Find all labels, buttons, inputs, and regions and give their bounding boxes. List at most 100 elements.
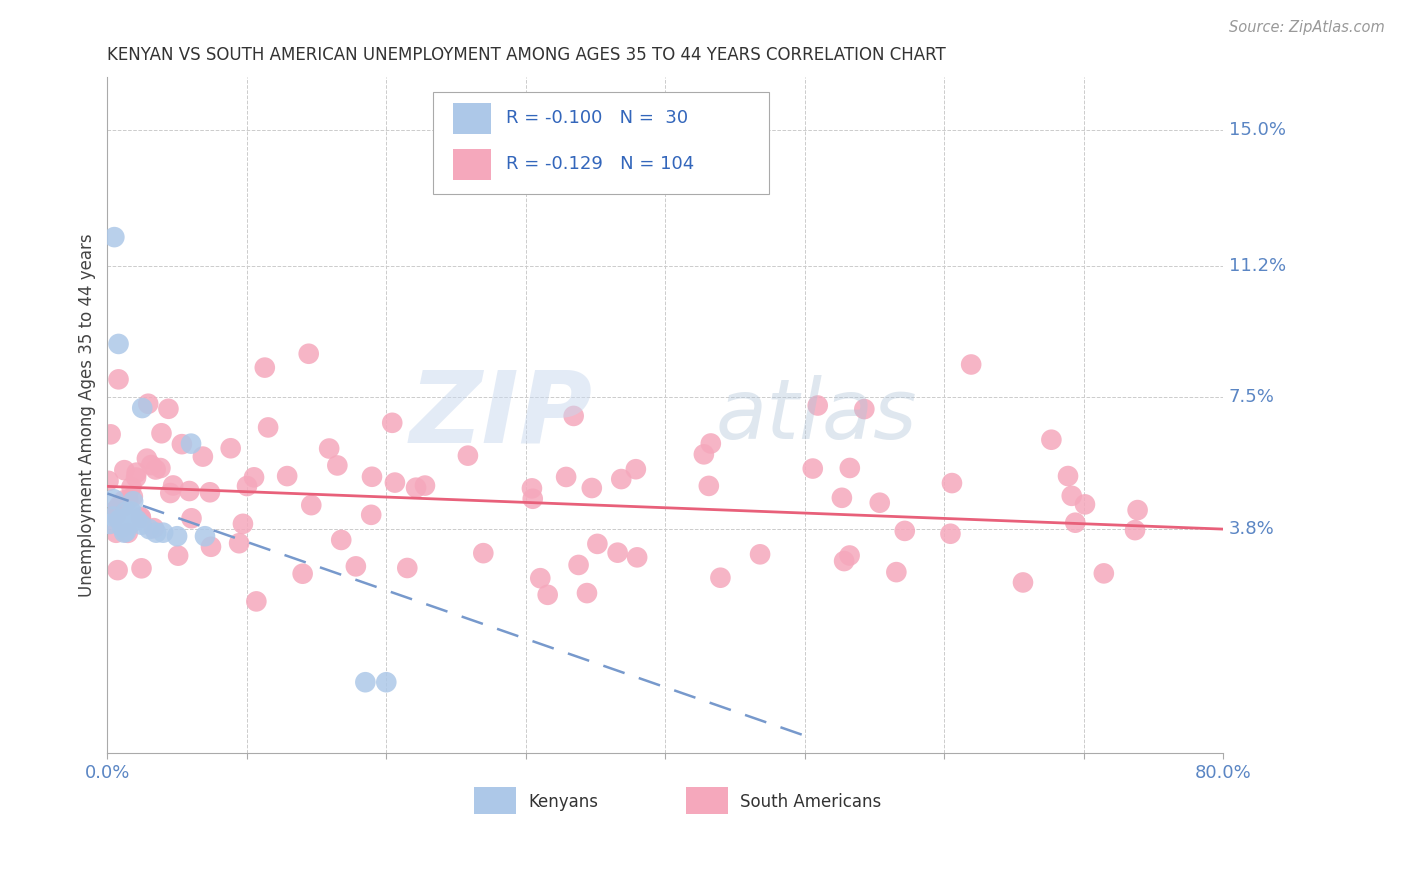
Point [125,470,148,484]
Point [111,512,134,526]
Point [198,485,221,500]
Text: Kenyans: Kenyans [529,793,598,811]
Point [1057,469,1080,483]
Point [121,490,143,504]
Point [111,520,134,534]
Point [1074,497,1097,511]
Point [522,491,544,506]
Point [100,427,122,442]
Point [831,491,853,505]
Point [375,675,398,690]
Text: 15.0%: 15.0% [1229,121,1285,139]
Point [232,516,254,531]
Point [893,524,915,538]
Point [245,594,267,608]
Point [107,337,129,351]
Point [115,516,138,531]
Point [838,461,860,475]
Point [960,358,983,372]
Text: R = -0.100   N =  30: R = -0.100 N = 30 [506,109,688,128]
Point [529,571,551,585]
FancyBboxPatch shape [433,92,769,194]
Point [326,458,349,473]
Point [413,478,436,492]
Point [1126,503,1149,517]
Point [115,524,138,539]
Point [191,450,214,464]
Point [159,486,181,500]
Point [801,461,824,475]
Point [129,511,152,525]
Text: 3.8%: 3.8% [1229,520,1274,538]
Point [807,399,830,413]
Point [150,426,173,441]
Point [838,549,860,563]
Point [131,517,153,532]
Point [110,512,132,526]
Point [941,476,963,491]
Text: atlas: atlas [716,375,917,456]
Point [112,525,135,540]
Point [141,458,163,472]
Text: Source: ZipAtlas.com: Source: ZipAtlas.com [1229,20,1385,35]
Point [384,475,406,490]
Point [537,588,560,602]
Point [105,508,128,523]
Point [179,483,201,498]
Point [344,559,367,574]
Point [107,502,129,516]
Point [157,401,180,416]
Point [136,397,159,411]
Point [626,550,648,565]
FancyBboxPatch shape [686,787,728,814]
Point [117,492,139,507]
Point [162,478,184,492]
Point [115,505,138,519]
Point [586,537,609,551]
Point [129,510,152,524]
Point [700,436,723,450]
FancyBboxPatch shape [474,787,516,814]
Point [219,442,242,456]
Text: R = -0.129   N = 104: R = -0.129 N = 104 [506,155,695,173]
Point [118,516,141,531]
Point [298,347,321,361]
FancyBboxPatch shape [453,149,491,179]
Point [693,447,716,461]
Point [606,546,628,560]
Point [125,466,148,480]
Point [354,675,377,690]
Point [149,461,172,475]
Point [869,496,891,510]
Point [112,463,135,477]
Point [107,563,129,577]
Point [138,522,160,536]
Point [166,529,188,543]
Point [457,449,479,463]
Point [152,525,174,540]
Point [125,513,148,527]
FancyBboxPatch shape [453,103,491,134]
Point [832,554,855,568]
Point [253,360,276,375]
Point [1012,575,1035,590]
Point [200,540,222,554]
Point [520,481,543,495]
Point [568,558,591,572]
Point [360,508,382,522]
Point [103,492,125,507]
Point [1123,523,1146,537]
Point [110,512,132,526]
Point [180,511,202,525]
Point [236,479,259,493]
Text: ZIP: ZIP [409,367,593,464]
Point [291,566,314,581]
Point [107,372,129,386]
Point [108,499,131,513]
Text: South Americans: South Americans [740,793,882,811]
Point [135,451,157,466]
Point [131,561,153,575]
Point [318,442,340,456]
Point [97,474,120,488]
Point [624,462,647,476]
